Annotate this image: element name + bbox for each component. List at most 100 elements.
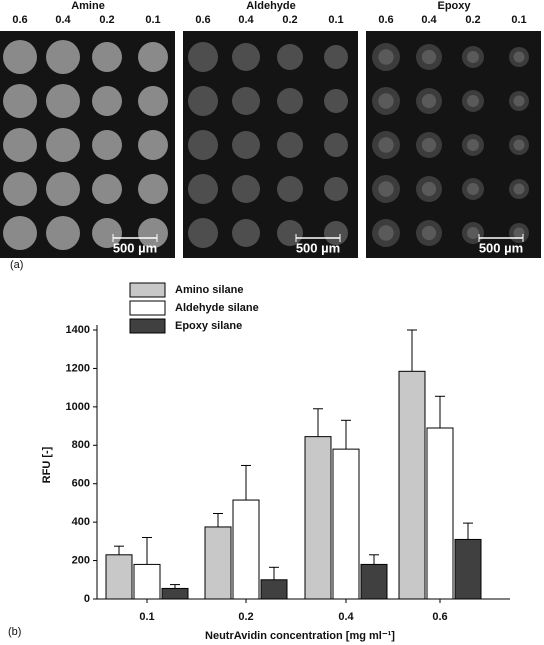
legend-label: Amino silane	[175, 284, 243, 296]
y-tick-label: 400	[72, 516, 90, 528]
y-tick-label: 1000	[66, 401, 90, 413]
spot	[3, 172, 37, 206]
spot	[46, 172, 80, 206]
column-label: 0.6	[12, 14, 27, 26]
spot-core	[466, 94, 480, 108]
spot	[3, 128, 37, 162]
spot	[232, 131, 260, 159]
spot	[3, 40, 37, 74]
column-label: 0.2	[99, 14, 114, 26]
x-tick-label: 0.2	[238, 611, 253, 623]
panel-title: Epoxy	[437, 0, 471, 12]
spot	[188, 130, 218, 160]
legend-swatch	[129, 300, 166, 316]
spot	[188, 218, 218, 248]
legend-swatch	[129, 318, 166, 334]
bar	[426, 427, 454, 600]
x-tick-label: 0.1	[139, 611, 154, 623]
bar	[161, 587, 189, 600]
bar	[204, 526, 232, 600]
spot-core	[378, 93, 394, 109]
legend-swatch	[129, 282, 166, 298]
column-label: 0.2	[282, 14, 297, 26]
spot-core	[466, 226, 480, 240]
scale-bar-label: 500 µm	[479, 240, 523, 255]
bar	[360, 563, 388, 600]
bar	[133, 563, 161, 600]
spot	[46, 84, 80, 118]
column-label: 0.2	[465, 14, 480, 26]
panel-title: Amine	[71, 0, 105, 12]
spot	[324, 221, 348, 245]
spot-core	[466, 182, 480, 196]
bar	[398, 370, 426, 600]
spot	[138, 42, 168, 72]
spot	[324, 177, 348, 201]
column-label: 0.4	[421, 14, 437, 26]
y-tick-label: 600	[72, 478, 90, 490]
spot	[277, 88, 303, 114]
spot	[277, 44, 303, 70]
spot	[46, 216, 80, 250]
column-label: 0.6	[195, 14, 210, 26]
spot	[92, 218, 122, 248]
spot	[188, 42, 218, 72]
column-label: 0.6	[378, 14, 393, 26]
spot-core	[421, 137, 437, 153]
scale-bar-label: 500 µm	[113, 240, 157, 255]
spot	[324, 133, 348, 157]
spot	[3, 216, 37, 250]
y-tick-label: 0	[84, 593, 90, 605]
y-tick-label: 1400	[66, 324, 90, 336]
spot-core	[378, 181, 394, 197]
spot	[232, 175, 260, 203]
bar	[105, 554, 133, 600]
spot	[3, 84, 37, 118]
spot	[277, 132, 303, 158]
spot	[324, 89, 348, 113]
x-axis-label: NeutrAvidin concentration [mg ml⁻¹]	[205, 630, 395, 642]
spot-core	[466, 138, 480, 152]
column-label: 0.1	[511, 14, 526, 26]
spot-core	[466, 50, 480, 64]
spot	[188, 86, 218, 116]
bar	[454, 538, 482, 600]
spot	[46, 40, 80, 74]
column-label: 0.4	[238, 14, 254, 26]
spot	[232, 87, 260, 115]
column-label: 0.4	[55, 14, 71, 26]
y-axis-label: RFU [-]	[41, 446, 53, 483]
panel-title: Aldehyde	[246, 0, 296, 12]
y-tick-label: 800	[72, 439, 90, 451]
spot	[92, 86, 122, 116]
spot-core	[513, 183, 525, 195]
column-label: 0.1	[328, 14, 343, 26]
spot	[46, 128, 80, 162]
spot-core	[513, 95, 525, 107]
spot	[232, 43, 260, 71]
spot-core	[513, 51, 525, 63]
spot	[138, 174, 168, 204]
spot	[138, 218, 168, 248]
spot-core	[378, 137, 394, 153]
column-label: 0.1	[145, 14, 160, 26]
legend-label: Aldehyde silane	[175, 302, 259, 314]
bar	[232, 499, 260, 600]
spot	[324, 45, 348, 69]
spot	[92, 174, 122, 204]
bar	[304, 436, 332, 600]
spot	[232, 219, 260, 247]
x-tick-label: 0.6	[432, 611, 447, 623]
legend-label: Epoxy silane	[175, 320, 242, 332]
spot	[92, 130, 122, 160]
y-tick-label: 200	[72, 554, 90, 566]
spot	[92, 42, 122, 72]
spot-core	[378, 49, 394, 65]
x-tick-label: 0.4	[338, 611, 354, 623]
panel-label: (a)	[10, 259, 23, 271]
spot	[138, 86, 168, 116]
bar	[260, 579, 288, 600]
spot-core	[421, 181, 437, 197]
panel-label: (b)	[8, 626, 21, 638]
